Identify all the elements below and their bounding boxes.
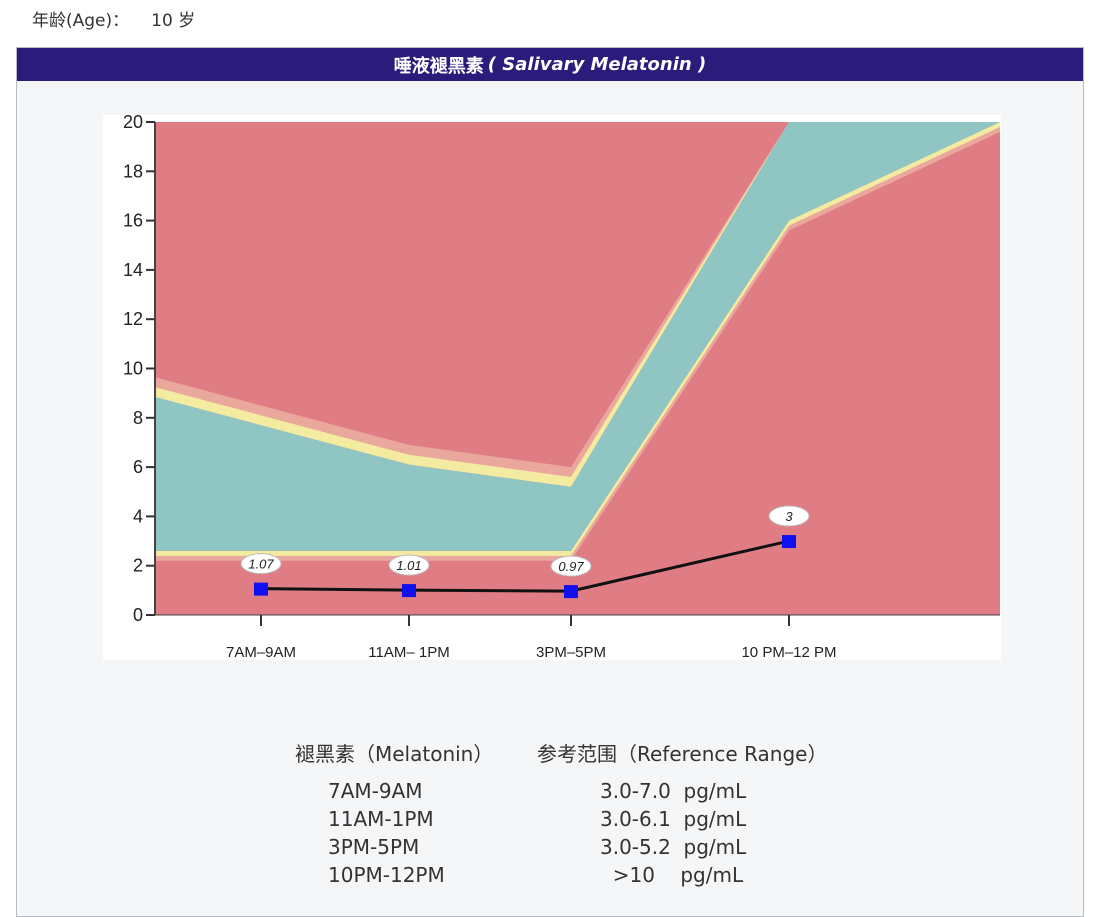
reference-row: 11AM-1PM 3.0-6.1 pg/mL	[295, 805, 855, 833]
melatonin-chart: 0 2 4 6 8 10 12 14 16 18 20 7AM–9AM 11AM– 1PM 3PM–5PM…	[103, 112, 1001, 661]
data-label-bubble	[768, 505, 810, 527]
x-tick-label: 10 PM–12 PM	[741, 644, 836, 660]
data-label: 1.07	[248, 557, 274, 572]
green-zone	[155, 122, 1000, 551]
panel-title-en: ( Salivary Melatonin )	[487, 54, 707, 75]
age-value: 10 岁	[151, 11, 196, 31]
reference-header: 褪黑素（Melatonin） 参考范围（Reference Range）	[295, 738, 855, 767]
reference-zones	[155, 122, 1000, 615]
y-tick-label: 8	[133, 408, 143, 428]
data-label-bubble	[550, 555, 592, 577]
reference-row: 3PM-5PM 3.0-5.2 pg/mL	[295, 833, 855, 861]
data-point	[402, 584, 416, 598]
reference-header-left: 褪黑素（Melatonin）	[295, 742, 494, 766]
panel-title-cn: 唾液褪黑素	[393, 55, 484, 77]
reference-row: 7AM-9AM 3.0-7.0 pg/mL	[295, 777, 855, 805]
reference-time: 3PM-5PM	[328, 835, 420, 859]
age-label: 年龄(Age)：	[32, 11, 130, 31]
chart-area: 0 2 4 6 8 10 12 14 16 18 20 7AM–9AM 11AM– 1PM 3PM–5PM…	[103, 112, 1001, 661]
reference-row: 10PM-12PM >10 pg/mL	[295, 861, 855, 889]
chart-axes: 0 2 4 6 8 10 12 14 16 18 20 7AM–9AM 11AM– 1PM 3PM–5PM…	[123, 112, 1000, 661]
panel-header: 唾液褪黑素 ( Salivary Melatonin )	[17, 48, 1083, 81]
data-point	[782, 535, 796, 549]
reference-time: 11AM-1PM	[328, 807, 434, 831]
reference-range: 3.0-6.1 pg/mL	[600, 807, 747, 831]
y-tick-label: 0	[133, 605, 143, 625]
x-tick-label: 11AM– 1PM	[368, 644, 449, 660]
reference-range: >10 pg/mL	[600, 863, 744, 887]
lower-yellow-band	[155, 122, 1000, 556]
y-tick-label: 18	[123, 161, 143, 181]
x-tick-label: 3PM–5PM	[536, 644, 606, 660]
y-tick-label: 6	[133, 457, 143, 477]
data-point	[254, 582, 268, 596]
data-point	[564, 585, 578, 599]
reference-range: 3.0-7.0 pg/mL	[600, 779, 747, 803]
y-tick-label: 2	[133, 556, 143, 576]
data-label: 1.01	[396, 558, 421, 573]
y-tick-label: 14	[123, 260, 143, 280]
reference-range: 3.0-5.2 pg/mL	[600, 835, 747, 859]
age-line: 年龄(Age)： 10 岁	[32, 6, 195, 31]
y-tick-label: 12	[123, 309, 143, 329]
y-tick-label: 16	[123, 211, 143, 231]
reference-table: 褪黑素（Melatonin） 参考范围（Reference Range） 7AM…	[295, 738, 855, 889]
reference-time: 10PM-12PM	[328, 863, 445, 887]
melatonin-line	[260, 539, 790, 593]
y-tick-label: 10	[123, 359, 143, 379]
y-tick-label: 4	[133, 506, 143, 526]
x-tick-label: 7AM–9AM	[226, 644, 296, 660]
data-label-bubble	[240, 553, 282, 575]
reference-rows: 7AM-9AM 3.0-7.0 pg/mL 11AM-1PM 3.0-6.1 pg/m…	[295, 777, 855, 889]
data-label: 3	[785, 509, 793, 524]
data-label: 0.97	[558, 559, 584, 574]
chart-marks: 1.07 1.01 0.97 3	[240, 505, 810, 599]
reference-time: 7AM-9AM	[328, 779, 423, 803]
reference-header-right: 参考范围（Reference Range）	[537, 742, 828, 766]
y-tick-label: 20	[123, 115, 143, 132]
data-label-bubble	[388, 554, 430, 576]
